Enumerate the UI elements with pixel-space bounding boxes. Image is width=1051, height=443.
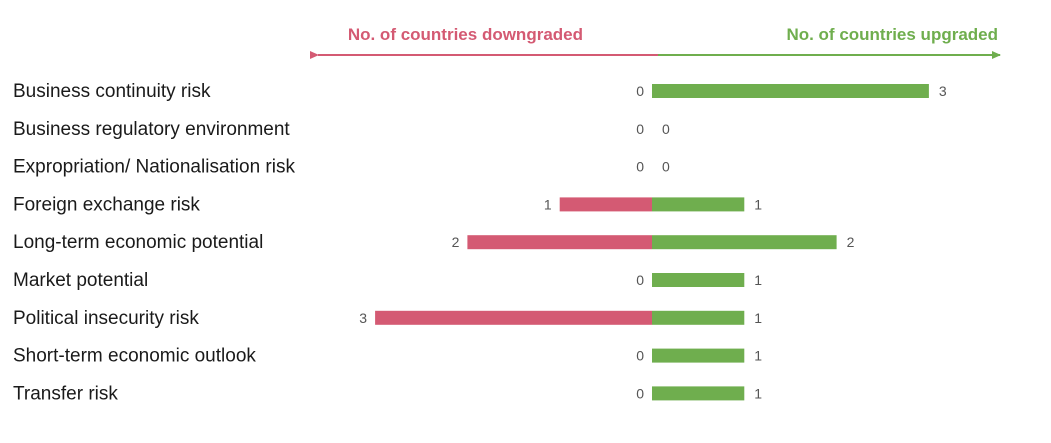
bar-downgraded (375, 310, 652, 325)
bar-upgraded (652, 235, 837, 250)
value-label-downgraded: 0 (636, 385, 644, 401)
value-label-upgraded: 1 (754, 348, 762, 364)
bar-upgraded (652, 84, 929, 98)
value-label-upgraded: 1 (754, 385, 762, 401)
category-label: Expropriation/ Nationalisation risk (13, 157, 295, 178)
value-label-downgraded: 0 (636, 348, 644, 364)
value-label-upgraded: 1 (754, 196, 762, 212)
category-label: Short-term economic outlook (13, 346, 256, 367)
value-label-downgraded: 3 (359, 310, 367, 326)
chart-row: Expropriation/ Nationalisation risk 0 0 (13, 157, 670, 178)
value-label-downgraded: 2 (452, 234, 460, 250)
bar-upgraded (652, 386, 745, 401)
category-label: Political insecurity risk (13, 308, 199, 329)
chart-row: Market potential 0 1 (13, 270, 762, 291)
chart-row: Business continuity risk 0 3 (13, 81, 947, 102)
bar-upgraded (652, 197, 745, 212)
category-label: Business regulatory environment (13, 119, 290, 140)
category-label: Business continuity risk (13, 81, 211, 102)
chart-row: Short-term economic outlook 0 1 (13, 346, 762, 367)
chart-row: Political insecurity risk 3 1 (13, 308, 762, 329)
value-label-upgraded: 1 (754, 272, 762, 288)
chart-row: Foreign exchange risk 1 1 (13, 194, 762, 215)
chart-rows: Business continuity risk 0 3 Business regul… (13, 81, 947, 404)
category-label: Foreign exchange risk (13, 194, 200, 215)
value-label-downgraded: 0 (636, 121, 644, 137)
value-label-downgraded: 0 (636, 159, 644, 175)
value-label-upgraded: 0 (662, 159, 670, 175)
header-downgraded: No. of countries downgraded (348, 25, 583, 44)
value-label-upgraded: 1 (754, 310, 762, 326)
value-label-downgraded: 1 (544, 196, 552, 212)
category-label: Long-term economic potential (13, 232, 263, 253)
value-label-downgraded: 0 (636, 272, 644, 288)
category-label: Transfer risk (13, 383, 118, 404)
value-label-downgraded: 0 (636, 83, 644, 99)
value-label-upgraded: 0 (662, 121, 670, 137)
bar-downgraded (559, 197, 652, 212)
chart-row: Business regulatory environment 0 0 (13, 119, 670, 140)
bar-upgraded (652, 273, 745, 287)
value-label-upgraded: 2 (847, 234, 855, 250)
bar-upgraded (652, 310, 745, 325)
chart-row: Transfer risk 0 1 (13, 383, 762, 404)
bar-upgraded (652, 348, 745, 363)
category-label: Market potential (13, 270, 148, 291)
header-upgraded: No. of countries upgraded (786, 25, 998, 44)
value-label-upgraded: 3 (939, 83, 947, 99)
bar-downgraded (467, 235, 652, 250)
chart-row: Long-term economic potential 2 2 (13, 232, 855, 253)
